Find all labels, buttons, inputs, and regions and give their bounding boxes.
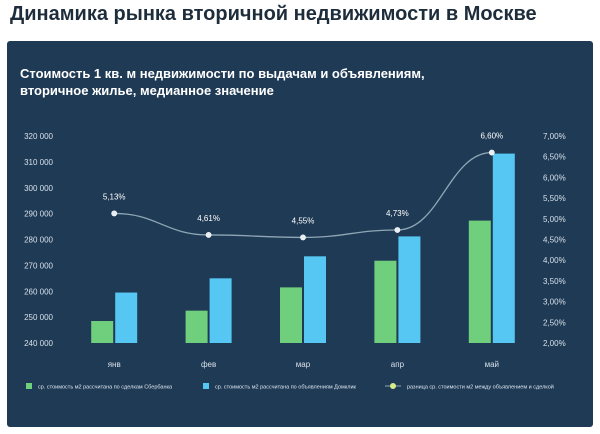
bar-sber	[185, 310, 208, 343]
page-title: Динамика рынка вторичной недвижимости в …	[10, 3, 537, 25]
legend-swatch-domclick	[203, 383, 209, 389]
legend-label-difference: разница ср. стоимости м2 между объявлени…	[407, 384, 554, 391]
difference-data-label: 4,61%	[197, 214, 220, 223]
y2-tick-label: 6,50%	[543, 153, 566, 162]
y-tick-label: 250 000	[24, 313, 53, 322]
x-tick-label: май	[485, 360, 499, 369]
bar-domclick	[398, 236, 421, 343]
bar-sber	[374, 260, 397, 343]
chart-title-line-2: вторичное жилье, медианное значение	[20, 83, 274, 98]
bar-domclick	[492, 153, 515, 343]
chart-panel: Стоимость 1 кв. м недвижимости по выдача…	[7, 41, 593, 427]
bar-domclick	[115, 292, 138, 343]
y2-tick-label: 5,00%	[543, 215, 566, 224]
bar-line-chart: 240 000 250 000 260 000 270 000 280 000 290 0…	[24, 132, 566, 391]
x-tick-label: фев	[201, 360, 216, 369]
bar-sber	[91, 321, 114, 343]
y2-tick-label: 5,50%	[543, 194, 566, 203]
difference-data-label: 5,13%	[103, 192, 126, 201]
y2-tick-label: 2,00%	[543, 339, 566, 348]
difference-point	[300, 234, 306, 241]
bar-sber	[468, 220, 491, 343]
difference-data-label: 4,73%	[386, 209, 409, 218]
difference-data-label: 4,55%	[292, 216, 315, 225]
y2-tick-label: 4,00%	[543, 256, 566, 265]
y-tick-label: 240 000	[24, 339, 53, 348]
x-tick-label: мар	[296, 360, 311, 369]
y-tick-label: 260 000	[24, 287, 53, 296]
chart-title: Стоимость 1 кв. м недвижимости по выдача…	[20, 65, 425, 99]
difference-point	[488, 149, 495, 156]
bar-domclick	[304, 256, 326, 343]
legend-swatch-sber	[26, 383, 32, 389]
y2-tick-label: 6,00%	[543, 173, 566, 182]
y-tick-label: 280 000	[24, 236, 53, 245]
y2-tick-label: 3,50%	[543, 277, 566, 286]
difference-point	[394, 227, 401, 233]
chart-title-line-1: Стоимость 1 кв. м недвижимости по выдача…	[20, 66, 425, 81]
y2-tick-label: 2,50%	[543, 318, 566, 327]
bar-domclick	[209, 278, 232, 343]
x-tick-label: янв	[108, 360, 121, 369]
legend-label-domclick: ср. стоимость м2 рассчитана по объявлени…	[215, 385, 357, 391]
y2-tick-label: 3,00%	[543, 298, 566, 307]
difference-point	[205, 232, 212, 238]
y-tick-label: 310 000	[24, 158, 53, 167]
y-tick-label: 300 000	[24, 184, 53, 193]
x-tick-label: апр	[391, 360, 405, 369]
difference-data-label: 6,60%	[480, 132, 503, 141]
difference-point	[111, 210, 118, 217]
legend-label-sber: ср. стоимость м2 рассчитана по сделкам С…	[38, 385, 173, 391]
bar-sber	[280, 287, 302, 343]
y2-tick-label: 7,00%	[543, 132, 566, 141]
y-tick-label: 290 000	[24, 210, 53, 219]
legend-marker-difference	[390, 383, 396, 389]
y2-tick-label: 4,50%	[543, 236, 566, 245]
y-tick-label: 320 000	[24, 132, 53, 141]
y-tick-label: 270 000	[24, 261, 53, 270]
